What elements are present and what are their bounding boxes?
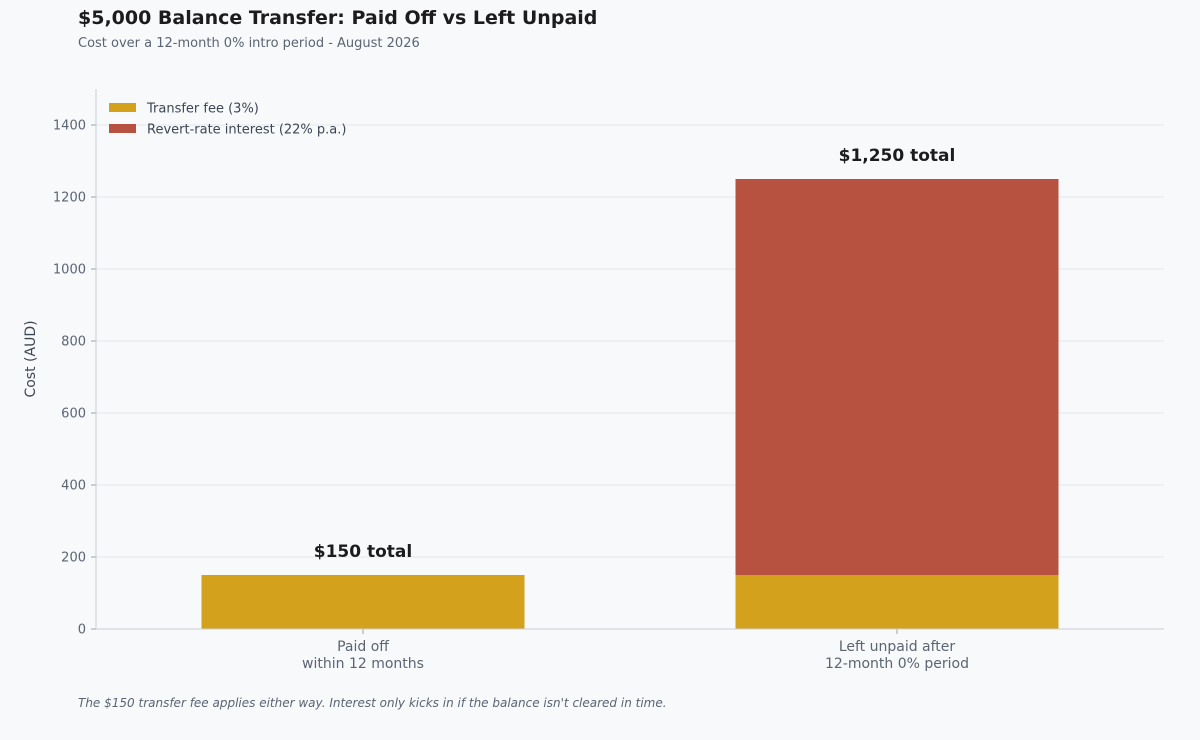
- y-tick-label: 0: [78, 623, 86, 638]
- x-tick-label: Left unpaid after 12-month 0% period: [825, 639, 969, 672]
- y-tick-label: 1000: [53, 263, 86, 278]
- y-tick-label: 800: [61, 335, 86, 350]
- legend-swatch: [109, 124, 136, 133]
- bar-segment-interest: [735, 179, 1059, 575]
- chart-title: $5,000 Balance Transfer: Paid Off vs Lef…: [78, 7, 598, 29]
- legend-swatch: [109, 103, 136, 112]
- total-label: $150 total: [314, 542, 412, 562]
- y-tick-label: 400: [61, 479, 86, 494]
- y-tick-label: 1400: [53, 119, 86, 134]
- y-axis-title: Cost (AUD): [23, 320, 39, 397]
- chart-footnote: The $150 transfer fee applies either way…: [78, 696, 667, 710]
- axes: 0 200 400 600 800 1000 1200 1400 Paid off within …: [23, 89, 1164, 672]
- total-label: $1,250 total: [839, 146, 956, 166]
- y-tick-label: 1200: [53, 191, 86, 206]
- chart-subtitle: Cost over a 12-month 0% intro period - A…: [78, 36, 420, 51]
- legend-label: Transfer fee (3%): [146, 102, 259, 117]
- x-tick-label-line: 12-month 0% period: [825, 656, 969, 672]
- y-tick-label: 200: [61, 551, 86, 566]
- bar-segment-transfer-fee: [735, 575, 1059, 629]
- legend-label: Revert-rate interest (22% p.a.): [147, 123, 346, 138]
- x-tick-label-line: within 12 months: [302, 656, 424, 672]
- y-tick-label: 600: [61, 407, 86, 422]
- legend: Transfer fee (3%) Revert-rate interest (2…: [109, 102, 346, 138]
- x-tick-label-line: Paid off: [337, 639, 389, 655]
- x-tick-label-line: Left unpaid after: [839, 639, 956, 655]
- bars: [201, 179, 1059, 629]
- bar-segment-transfer-fee: [201, 575, 525, 629]
- labels: $150 total $1,250 total: [314, 146, 956, 562]
- x-tick-label: Paid off within 12 months: [302, 639, 424, 672]
